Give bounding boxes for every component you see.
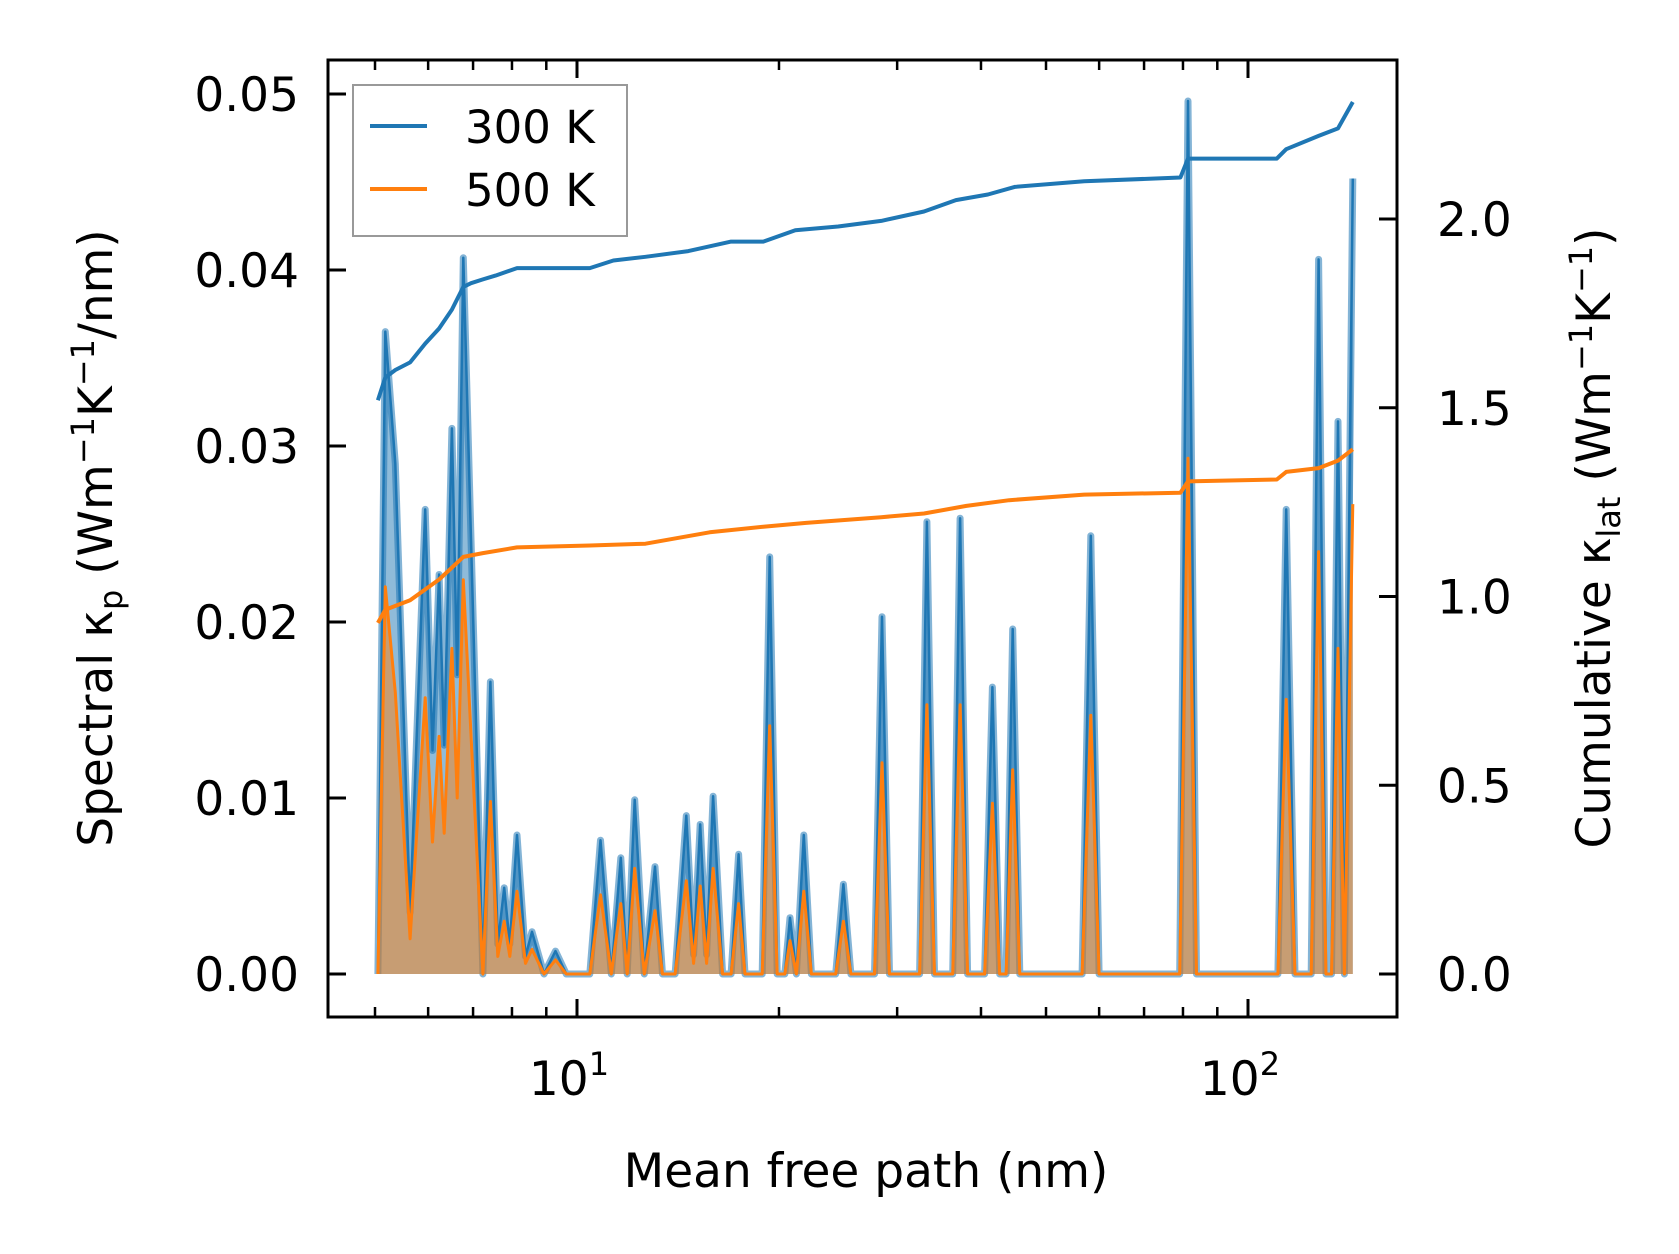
legend-label-300k: 300 K xyxy=(465,101,596,154)
legend-box xyxy=(352,84,628,237)
plot-area xyxy=(374,97,1357,978)
spectral-500k-line xyxy=(376,456,1355,976)
ticks: 101 102 0.00 0.01 0.02 0.03 0.04 0.05 0.0 0.5 1.0 1… xyxy=(194,60,1512,1107)
y-right-tick-label: 1.5 xyxy=(1437,382,1512,437)
x-tick-label: 101 xyxy=(529,1045,609,1107)
y-left-tick-label: 0.03 xyxy=(194,420,299,475)
series-group xyxy=(374,97,1357,978)
y-left-tick-label: 0.04 xyxy=(194,244,299,299)
legend: 300 K 500 K xyxy=(352,84,628,237)
x-tick-label: 102 xyxy=(1200,1045,1280,1107)
cumulative-line-500k xyxy=(376,447,1355,624)
x-axis-label: Mean free path (nm) xyxy=(624,1144,1109,1199)
axes-frame xyxy=(326,58,1399,1019)
y-right-tick-label: 2.0 xyxy=(1437,193,1512,248)
y-left-tick-label: 0.01 xyxy=(194,772,299,827)
y-left-tick-label: 0.05 xyxy=(194,68,299,123)
cumulative-line-300k xyxy=(375,101,1355,401)
y-axis-left-label: Spectral κp (Wm−1K−1/nm) xyxy=(64,229,130,846)
spectral-500k-fill xyxy=(377,458,1353,974)
y-left-tick-label: 0.00 xyxy=(194,948,299,1003)
y-right-tick-label: 1.0 xyxy=(1437,571,1512,626)
legend-label-500k: 500 K xyxy=(465,164,596,217)
y-left-tick-label: 0.02 xyxy=(194,596,299,651)
y-axis-right-label: Cumulative κlat (Wm−1K−1) xyxy=(1562,227,1628,848)
y-right-tick-label: 0.0 xyxy=(1437,948,1512,1003)
y-right-tick-label: 0.5 xyxy=(1437,759,1512,814)
